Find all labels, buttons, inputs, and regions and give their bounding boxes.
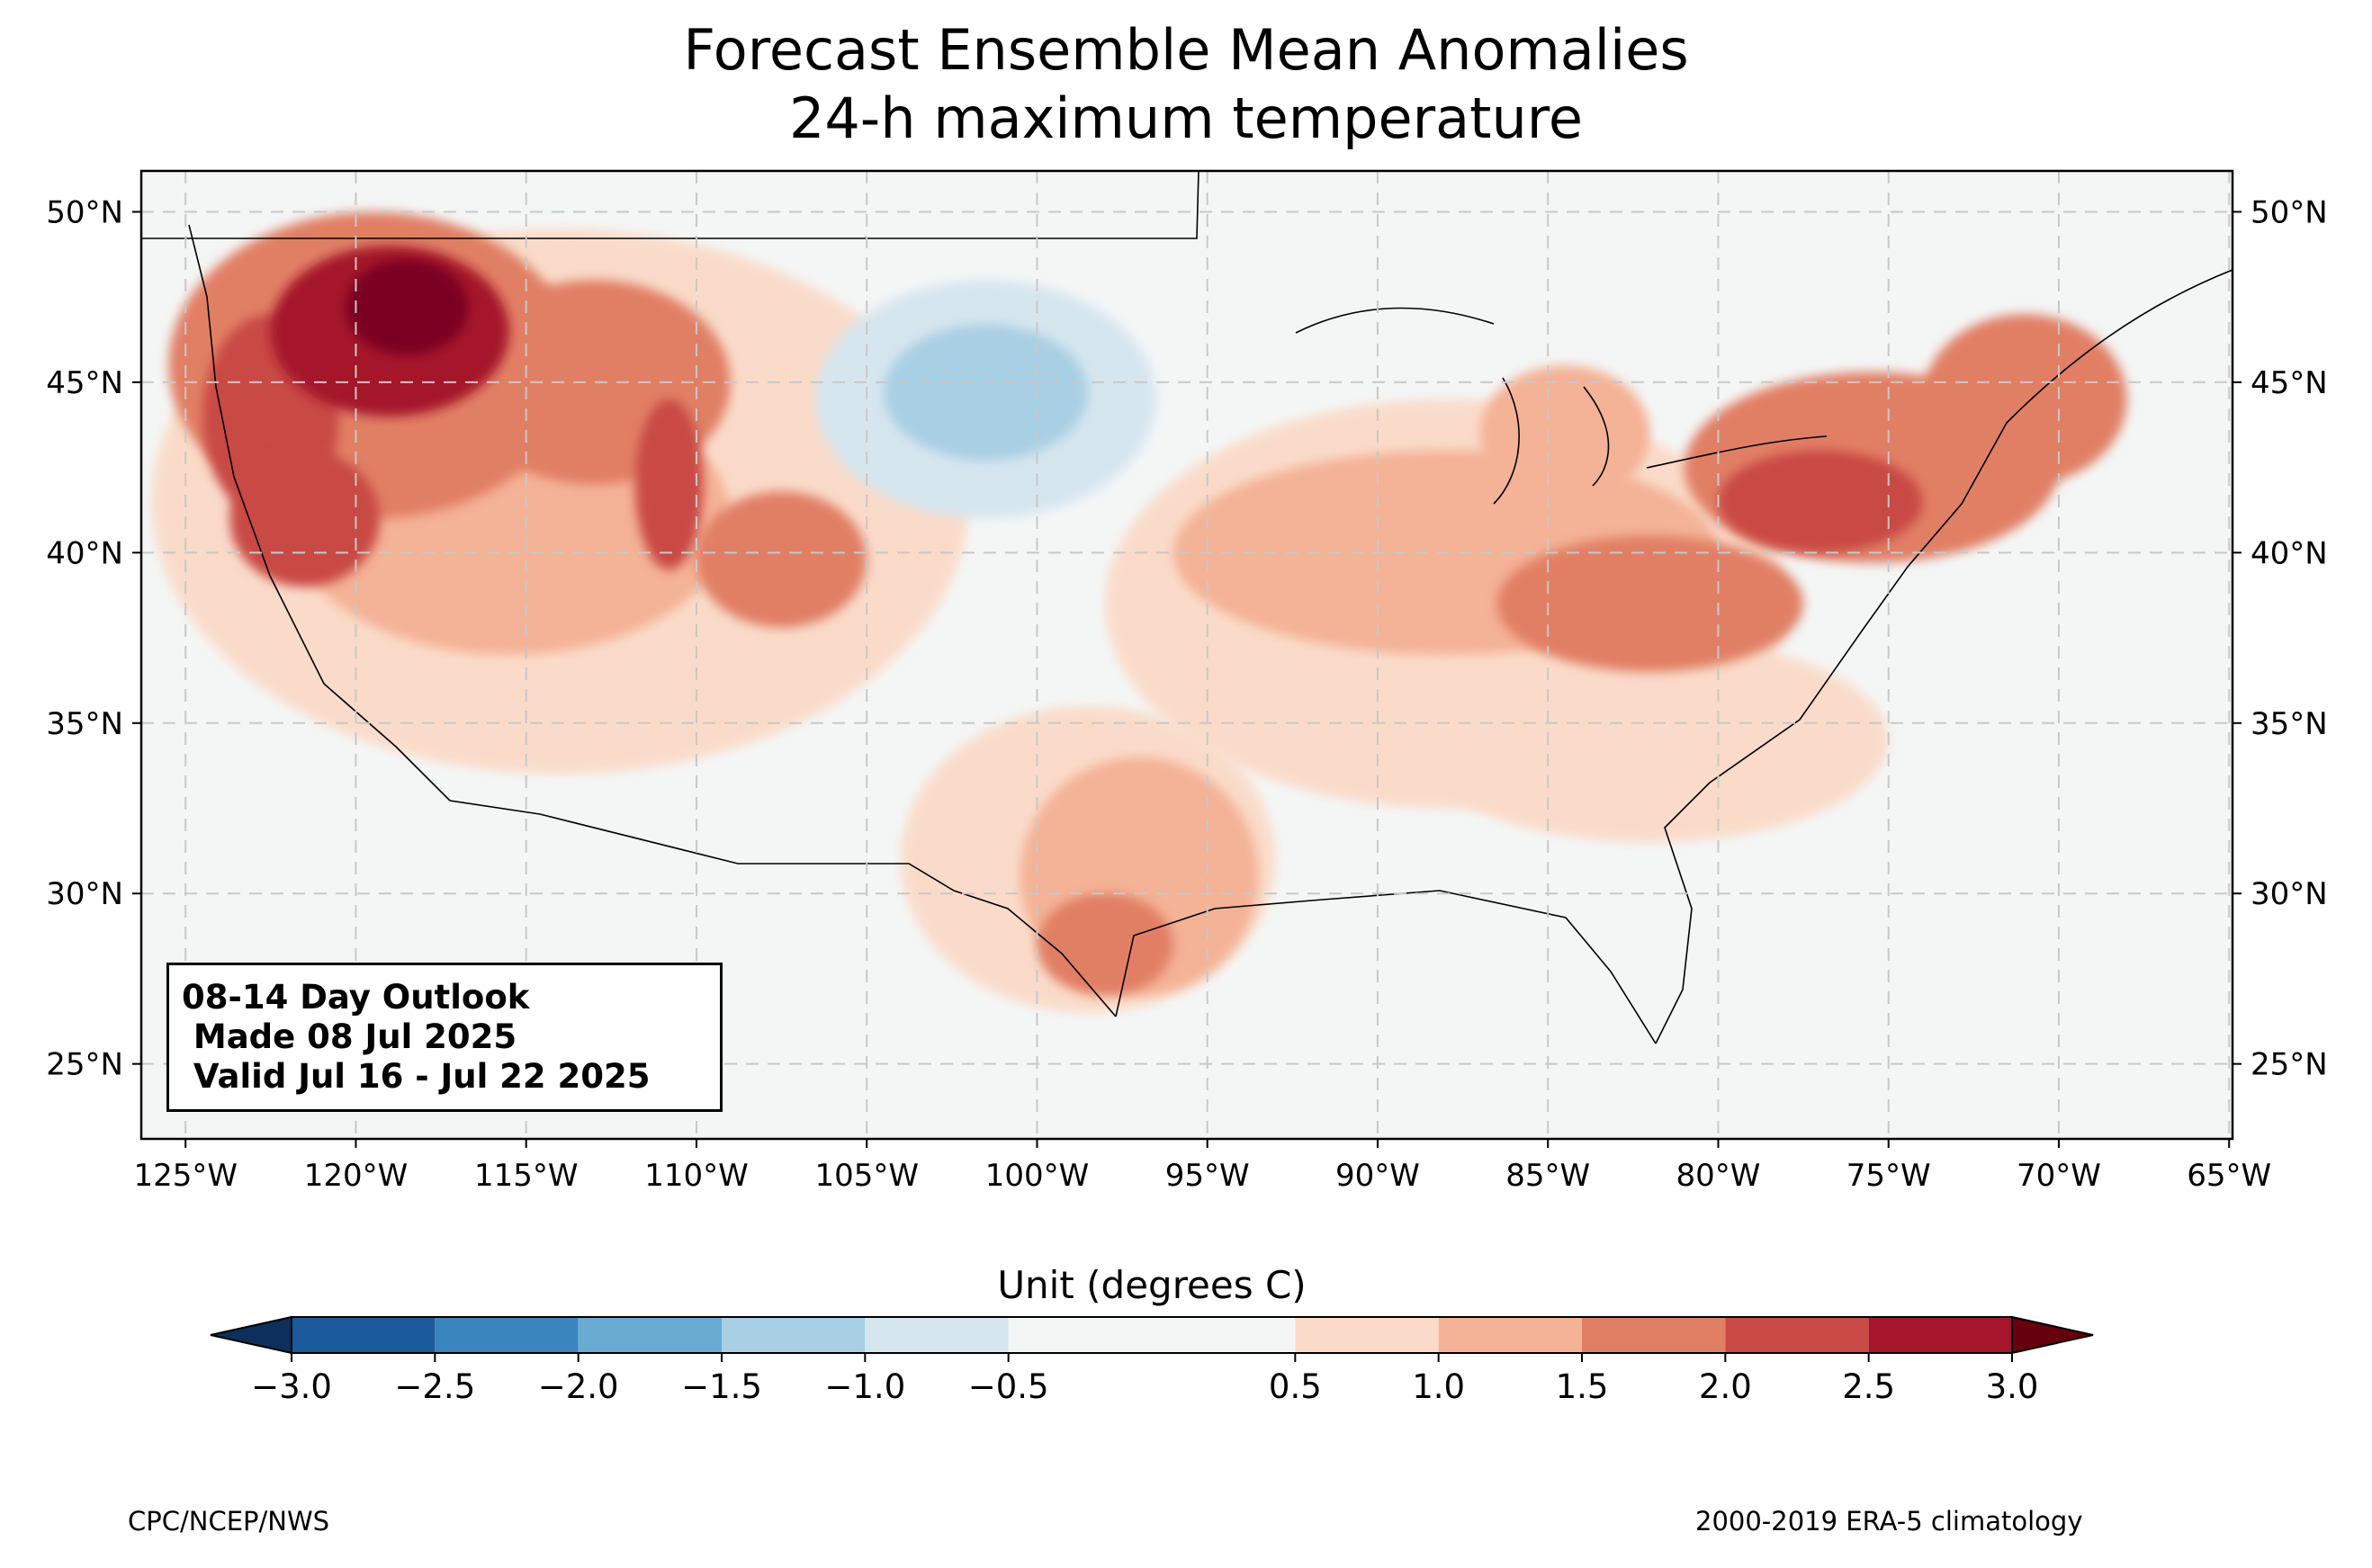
colorbar-title: Unit (degrees C): [997, 1263, 1307, 1307]
credit-left: CPC/NCEP/NWS: [128, 1506, 330, 1537]
anomaly-layer: [151, 211, 2127, 1013]
anomaly-northern-plains-cool-core: [884, 324, 1089, 461]
lat-tick-label-right: 45°N: [2251, 365, 2328, 401]
colorbar-over-extension: [2011, 1315, 2094, 1355]
lat-tick-label-left: 35°N: [46, 706, 123, 742]
valid-range: Valid Jul 16 - Jul 22 2025: [182, 1057, 651, 1096]
lat-tick-label-left: 40°N: [46, 535, 123, 571]
lat-tick-label-left: 50°N: [46, 194, 123, 230]
anomaly-utah-wyoming-border: [634, 399, 704, 570]
colorbar-tick-label: −2.5: [394, 1367, 475, 1406]
great-lakes-outline: [1295, 307, 1828, 505]
anomaly-colorado: [696, 491, 867, 628]
colorbar-bin: [1295, 1317, 1439, 1353]
anomaly-ohio-valley: [1496, 535, 1804, 672]
lon-tick-label: 75°W: [1846, 1158, 1931, 1194]
lon-tick-label: 105°W: [814, 1158, 919, 1194]
colorbar-bin: [1582, 1317, 1726, 1353]
colorbar-frame: [291, 1316, 2013, 1354]
axis-ticks: 125°W 120°W 115°W 110°W 105°W 100°W 95°W 90°W 85…: [46, 194, 2327, 1194]
colorbar-under-extension: [210, 1315, 292, 1355]
colorbar-tick-label: −3.0: [251, 1367, 332, 1406]
anomaly-new-england: [1922, 314, 2127, 485]
canada-border: [141, 171, 1199, 239]
colorbar-bin: [1725, 1317, 1869, 1353]
colorbar-bin: [865, 1317, 1009, 1353]
lon-tick-label: 100°W: [985, 1158, 1090, 1194]
anomaly-michigan: [1479, 364, 1650, 502]
anomaly-northern-california: [229, 450, 380, 587]
us-mexico-border: [449, 800, 1117, 1017]
lat-tick-label-left: 30°N: [46, 876, 123, 912]
lon-tick-label: 85°W: [1505, 1158, 1590, 1194]
colorbar-tick-label: −2.0: [538, 1367, 619, 1406]
lon-tick-label: 95°W: [1165, 1158, 1250, 1194]
made-date: Made 08 Jul 2025: [182, 1017, 517, 1056]
atlantic-coastline: [1655, 269, 2233, 1044]
colorbar-tick-label: 1.5: [1556, 1367, 1609, 1406]
colorbar: −3.0 −2.5 −2.0 −1.5 −1.0 −0.5 0.5 1.0 1.5 2.0 2.5 3…: [210, 1315, 2094, 1406]
anomaly-pennsylvania-core: [1718, 450, 1923, 553]
title-line-2: 24-h maximum temperature: [788, 85, 1584, 151]
colorbar-tick-label: 0.5: [1269, 1367, 1322, 1406]
colorbar-bin: [578, 1317, 722, 1353]
lat-tick-label-right: 50°N: [2251, 194, 2328, 230]
outlook-label: 08-14 Day Outlook: [182, 978, 530, 1017]
lon-tick-label: 65°W: [2187, 1158, 2271, 1194]
colorbar-bin: [1438, 1317, 1582, 1353]
colorbar-tick-label: 3.0: [1986, 1367, 2039, 1406]
colorbar-bin: [292, 1317, 436, 1353]
colorbar-bin: [722, 1317, 866, 1353]
colorbar-tick-label: 2.0: [1699, 1367, 1752, 1406]
colorbar-bin: [1008, 1317, 1296, 1353]
pacific-coastline: [188, 224, 451, 802]
lon-tick-label: 70°W: [2017, 1158, 2101, 1194]
anomaly-pacific-northwest-peak: [346, 259, 469, 355]
lat-tick-label-right: 35°N: [2251, 706, 2328, 742]
colorbar-tick-label: −1.5: [681, 1367, 762, 1406]
lon-tick-label: 90°W: [1335, 1158, 1420, 1194]
colorbar-tick-label: −0.5: [968, 1367, 1049, 1406]
outlook-info-box: 08-14 Day Outlook Made 08 Jul 2025 Valid…: [166, 963, 723, 1112]
map-frame: [139, 169, 2234, 1141]
lat-tick-label-right: 25°N: [2251, 1047, 2328, 1083]
gulf-coastline: [1115, 890, 1657, 1044]
boundary-layer: [141, 171, 2233, 1044]
colorbar-tick-label: −1.0: [824, 1367, 905, 1406]
lat-tick-label-right: 40°N: [2251, 535, 2328, 571]
lon-tick-label: 115°W: [474, 1158, 579, 1194]
lon-tick-label: 110°W: [644, 1158, 749, 1194]
anomaly-southeast-broad: [1411, 638, 1889, 843]
colorbar-tick-label: 2.5: [1842, 1367, 1895, 1406]
credit-right: 2000-2019 ERA-5 climatology: [1695, 1506, 2083, 1537]
colorbar-bin: [435, 1317, 579, 1353]
lat-tick-label-right: 30°N: [2251, 876, 2328, 912]
colorbar-tick-label: 1.0: [1412, 1367, 1465, 1406]
lon-tick-label: 80°W: [1676, 1158, 1761, 1194]
lat-tick-label-left: 45°N: [46, 365, 123, 401]
anomaly-south-texas: [1037, 893, 1173, 996]
title-line-1: Forecast Ensemble Mean Anomalies: [683, 17, 1689, 83]
chart-title: Forecast Ensemble Mean Anomalies 24-h ma…: [0, 16, 2372, 153]
lat-tick-label-left: 25°N: [46, 1047, 123, 1083]
lon-tick-label: 120°W: [304, 1158, 409, 1194]
lon-tick-label: 125°W: [133, 1158, 238, 1194]
colorbar-bin: [1868, 1317, 2012, 1353]
